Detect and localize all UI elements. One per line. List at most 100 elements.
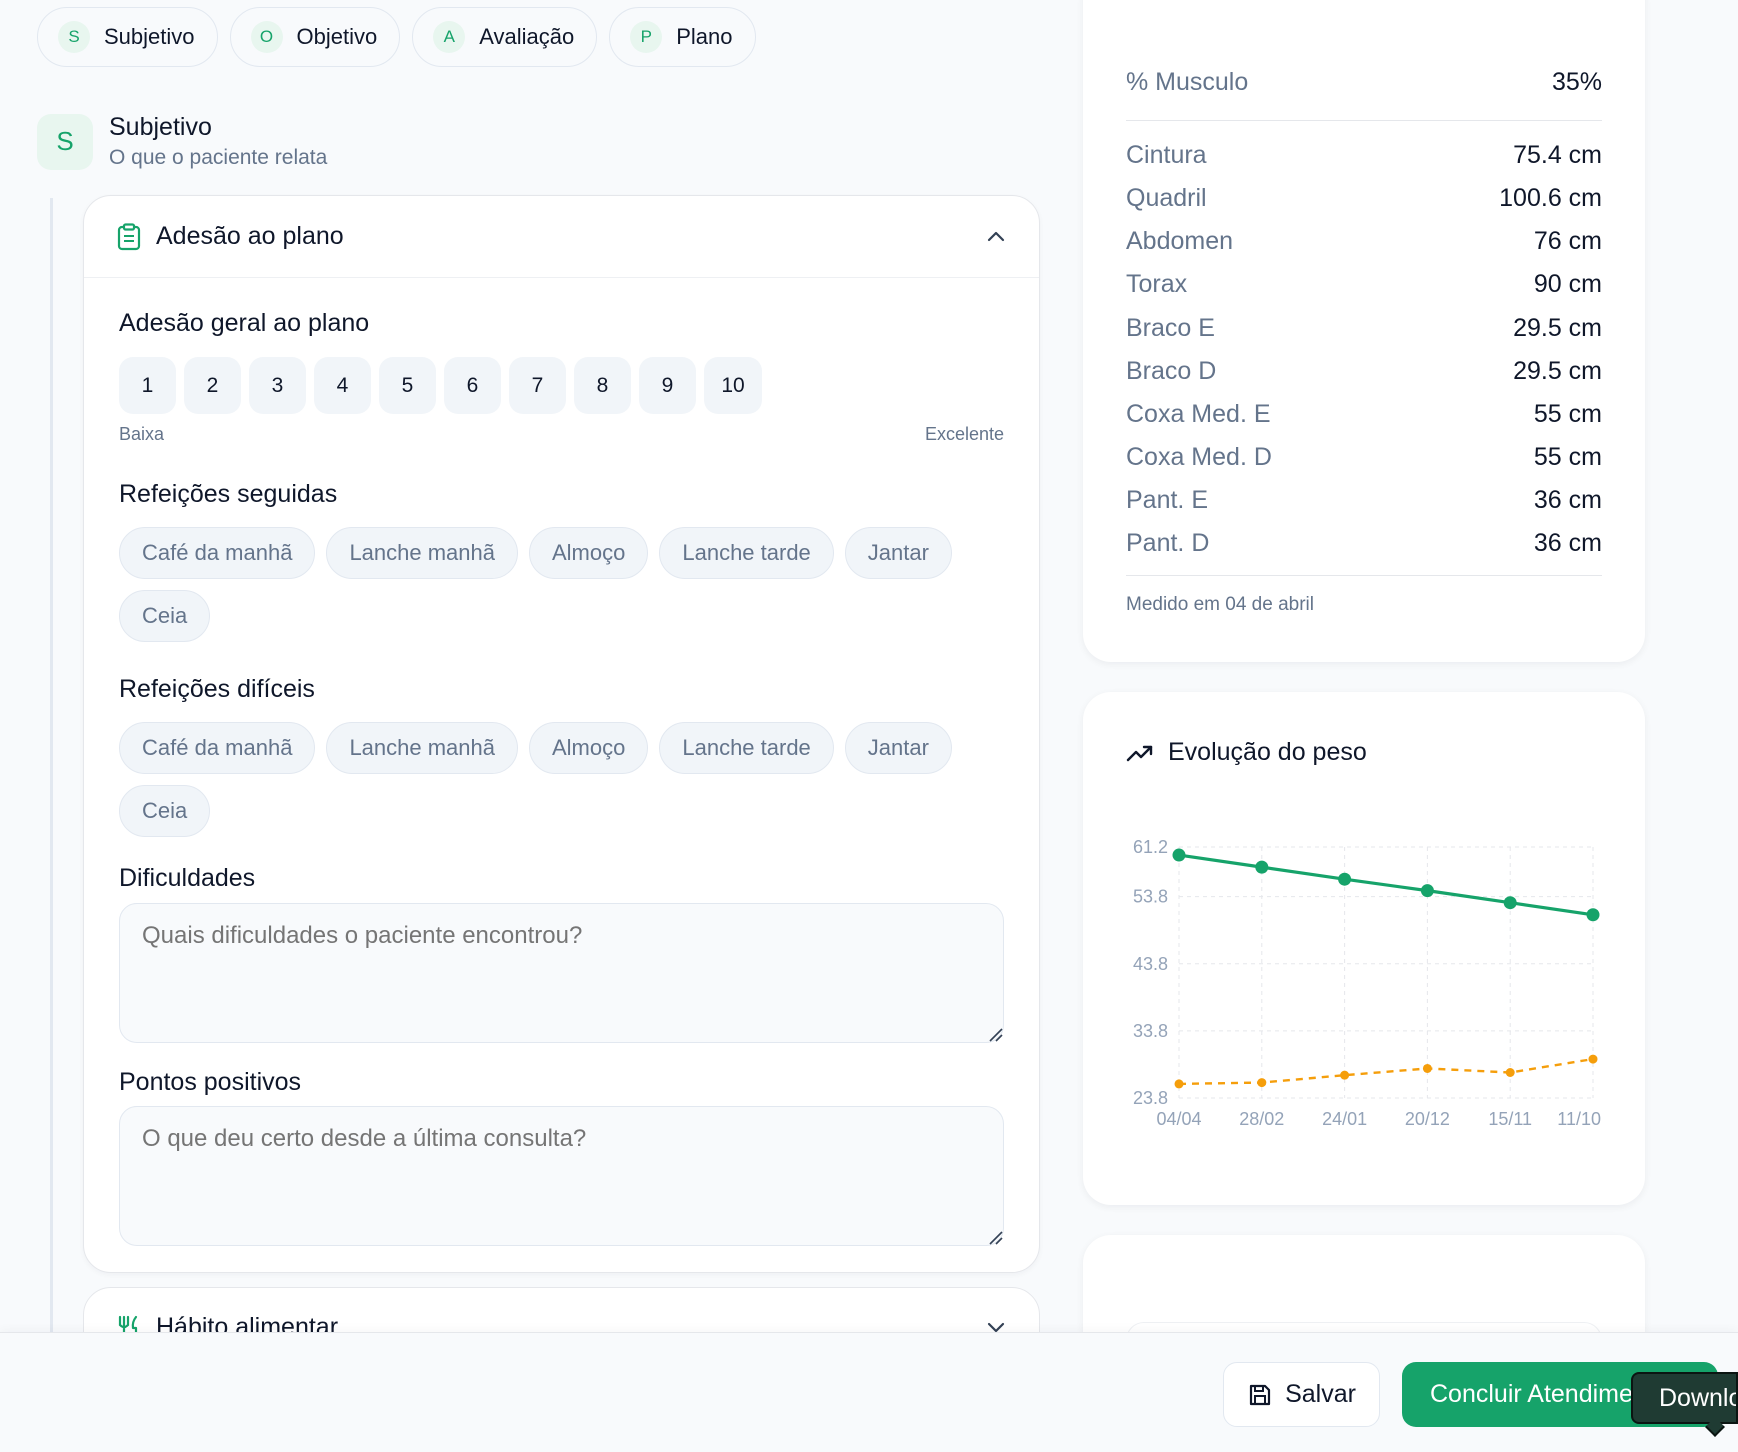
tab-plano[interactable]: P Plano [609,7,756,67]
measure-label: Coxa Med. E [1126,400,1271,428]
data-point [1588,1054,1598,1064]
chip-jantar[interactable]: Jantar [844,527,952,579]
measure-value: 29.5 cm [1513,357,1602,385]
divider [1126,575,1602,576]
series-line [1178,1057,1594,1086]
measure-value: 55 cm [1533,443,1602,471]
chip-lanche-manha[interactable]: Lanche manhã [326,722,518,774]
resize-handle-icon[interactable] [987,1229,1003,1245]
measure-label: Torax [1126,270,1188,298]
measure-value: 35% [1551,68,1602,96]
scale-low-label: Baixa [119,424,165,444]
adesao-card: Adesão ao plano Adesão geral ao plano 1 … [83,195,1040,1273]
measure-label: Cintura [1126,141,1207,169]
chip-cafe-da-manha[interactable]: Café da manhã [119,527,316,579]
weight-chart: 61.2 53.8 43.8 33.8 23.804/04 28/02 24/01 20/12… [1133,837,1601,1129]
chip-almoco[interactable]: Almoço [529,527,649,579]
chip-jantar[interactable]: Jantar [844,722,952,774]
download-tooltip-label: Download [1659,1383,1736,1412]
scale-option-1[interactable]: 1 [119,357,176,414]
chip-ceia[interactable]: Ceia [119,785,211,837]
x-tick-label: 04/04 [1156,1109,1201,1129]
section-title: Subjetivo [109,113,212,141]
scale-option-2[interactable]: 2 [184,357,241,414]
scale-option-3[interactable]: 3 [249,357,306,414]
measure-value: 36 cm [1533,529,1602,557]
measure-row: Torax 90 cm [1126,270,1602,299]
data-point [1422,1063,1432,1073]
series-line [1178,853,1594,917]
measure-row: % Musculo 35% [1126,68,1602,97]
finish-label: Concluir Atendimento [1430,1380,1668,1408]
y-tick-label: 53.8 [1133,887,1168,907]
measure-row: Quadril 100.6 cm [1126,184,1602,213]
tab-label: Plano [676,24,733,49]
chevron-up-icon[interactable] [985,226,1007,248]
scale-option-6[interactable]: 6 [444,357,501,414]
tab-avaliacao[interactable]: A Avaliação [412,7,598,67]
dificuldades-input[interactable] [119,903,1004,1043]
adesao-card-header[interactable]: Adesão ao plano [84,196,1039,278]
data-point [1338,872,1352,886]
data-point [1505,1067,1515,1077]
measure-label: Braco D [1126,357,1217,385]
adesao-scale: 1 2 3 4 5 6 7 8 9 10 [119,357,762,414]
y-tick-label: 33.8 [1133,1021,1168,1041]
chip-lanche-manha[interactable]: Lanche manhã [326,527,518,579]
adesao-geral-label: Adesão geral ao plano [119,309,370,337]
x-tick-label: 15/11 [1488,1109,1532,1129]
section-avatar: S [37,113,93,170]
measure-row: Cintura 75.4 cm [1126,141,1602,170]
section-header: S Subjetivo O que o paciente relata [37,113,327,170]
measure-value: 55 cm [1533,400,1602,428]
x-tick-label: 11/10 [1557,1109,1601,1129]
measure-label: Pant. E [1126,486,1208,514]
chip-lanche-tarde[interactable]: Lanche tarde [659,722,834,774]
data-point [1340,1070,1350,1080]
scale-option-10[interactable]: 10 [704,357,762,414]
x-tick-label: 28/02 [1239,1109,1284,1129]
measure-row: Coxa Med. D 55 cm [1126,443,1602,472]
measure-label: Coxa Med. D [1126,443,1272,471]
save-button[interactable]: Salvar [1223,1362,1380,1427]
measure-row: Pant. D 36 cm [1126,529,1602,558]
adesao-card-title: Adesão ao plano [156,222,344,250]
pontos-positivos-label: Pontos positivos [119,1068,302,1096]
measure-label: Quadril [1126,184,1207,212]
chip-lanche-tarde[interactable]: Lanche tarde [659,527,834,579]
chevron-down-icon[interactable] [985,1316,1007,1338]
measure-row: Braco E 29.5 cm [1126,314,1602,343]
chip-almoco[interactable]: Almoço [529,722,649,774]
data-point [1172,848,1186,862]
measured-date: Medido em 04 de abril [1126,594,1314,615]
measure-row: Braco D 29.5 cm [1126,357,1602,386]
scale-option-5[interactable]: 5 [379,357,436,414]
resize-handle-icon[interactable] [987,1026,1003,1042]
chip-ceia[interactable]: Ceia [119,590,211,642]
measure-label: Braco E [1126,314,1215,342]
scale-high-label: Excelente [924,424,1004,444]
soap-tabs: S Subjetivo O Objetivo A Avaliação P Pla… [37,7,756,67]
measure-label: Pant. D [1126,529,1210,557]
scale-option-7[interactable]: 7 [509,357,566,414]
dificuldades-label: Dificuldades [119,864,256,892]
tab-objetivo[interactable]: O Objetivo [229,7,401,67]
tab-subjetivo[interactable]: S Subjetivo [37,7,218,67]
section-subtitle: O que o paciente relata [109,146,328,169]
scale-option-9[interactable]: 9 [639,357,696,414]
x-tick-label: 24/01 [1322,1109,1367,1129]
tab-letter: P [630,21,663,53]
x-tick-label: 20/12 [1405,1109,1450,1129]
scale-option-4[interactable]: 4 [314,357,371,414]
scale-option-8[interactable]: 8 [574,357,631,414]
data-point [1586,908,1600,922]
y-tick-label: 43.8 [1133,954,1168,974]
tab-label: Objetivo [296,24,378,49]
chip-cafe-da-manha[interactable]: Café da manhã [119,722,316,774]
refeicoes-dificeis-label: Refeições difíceis [119,675,315,703]
save-label: Salvar [1285,1380,1356,1408]
refeicoes-dificeis-chips: Café da manhã Lanche manhã Almoço Lanche… [119,722,1019,837]
pontos-positivos-input[interactable] [119,1106,1004,1246]
measure-value: 29.5 cm [1513,314,1602,342]
divider [1126,120,1602,121]
